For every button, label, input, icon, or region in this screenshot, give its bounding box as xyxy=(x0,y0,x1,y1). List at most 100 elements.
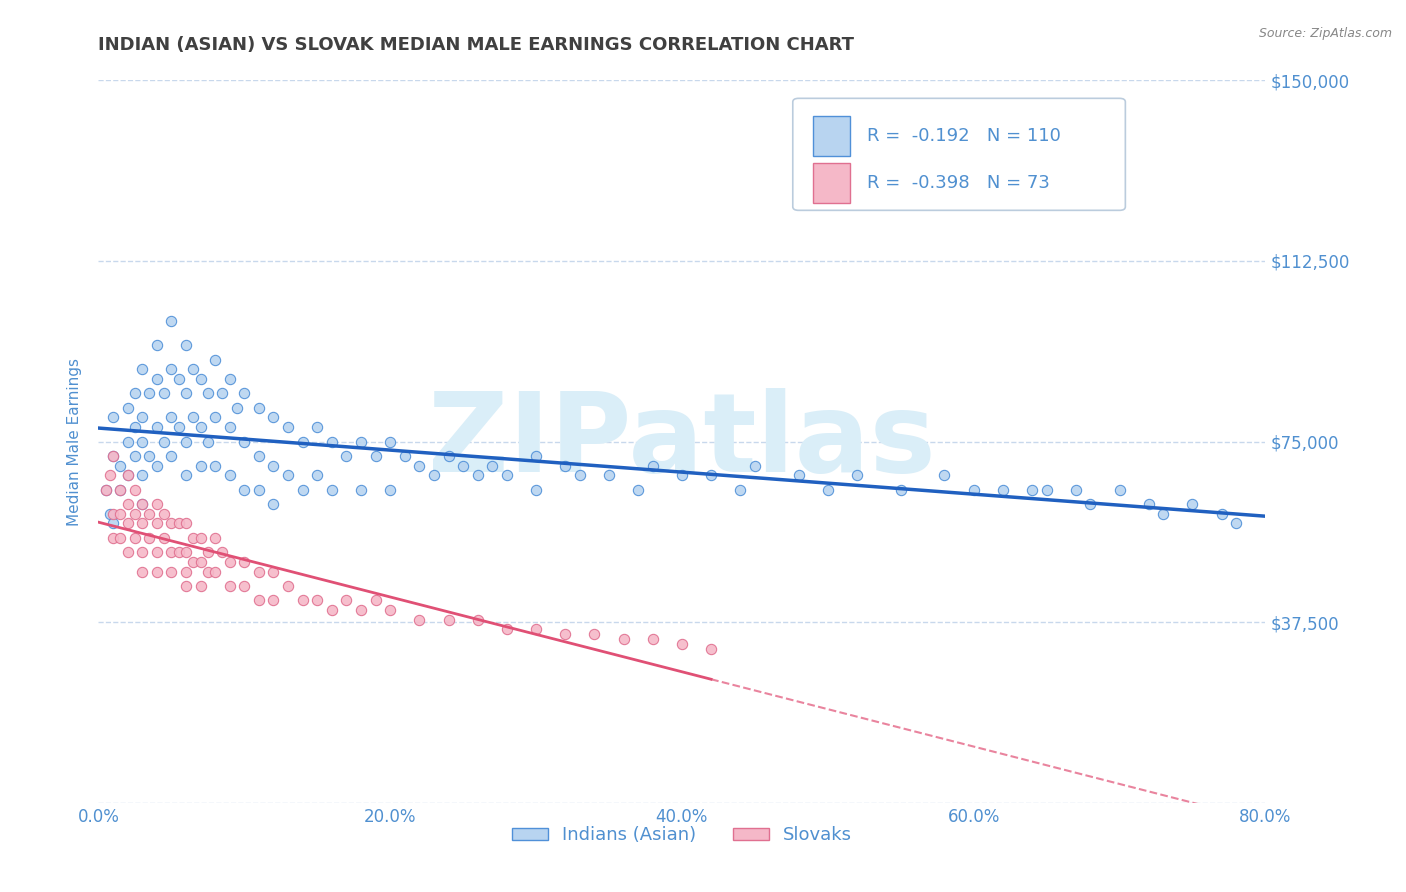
Point xyxy=(671,637,693,651)
Legend: Indians (Asian), Slovaks: Indians (Asian), Slovaks xyxy=(505,819,859,852)
Text: ZIPatlas: ZIPatlas xyxy=(427,388,936,495)
Point xyxy=(1021,483,1043,497)
Point xyxy=(307,420,329,434)
Point xyxy=(612,632,634,646)
Point xyxy=(146,497,169,511)
Point xyxy=(991,483,1014,497)
Point xyxy=(364,593,387,607)
Text: INDIAN (ASIAN) VS SLOVAK MEDIAN MALE EARNINGS CORRELATION CHART: INDIAN (ASIAN) VS SLOVAK MEDIAN MALE EAR… xyxy=(98,36,855,54)
Point xyxy=(124,449,146,463)
Point xyxy=(190,579,212,593)
Point xyxy=(335,449,357,463)
Point xyxy=(437,449,460,463)
Point xyxy=(167,516,190,531)
Point xyxy=(174,579,197,593)
Point xyxy=(481,458,503,473)
Point xyxy=(197,434,219,449)
Point xyxy=(307,468,329,483)
Point xyxy=(247,401,270,415)
Point xyxy=(131,468,153,483)
Point xyxy=(467,468,489,483)
Point xyxy=(218,468,240,483)
Point xyxy=(146,565,169,579)
Point xyxy=(181,555,204,569)
Point xyxy=(138,386,160,401)
Point xyxy=(1181,497,1204,511)
Point xyxy=(117,468,139,483)
Point xyxy=(101,449,124,463)
Point xyxy=(524,449,547,463)
Point xyxy=(160,314,183,328)
Point xyxy=(138,507,160,521)
Point xyxy=(131,545,153,559)
Point xyxy=(204,458,226,473)
Point xyxy=(671,468,693,483)
Point xyxy=(181,362,204,376)
Point xyxy=(110,483,132,497)
Point xyxy=(160,449,183,463)
Point xyxy=(146,458,169,473)
Point xyxy=(583,627,606,641)
Point xyxy=(817,483,839,497)
Point xyxy=(197,386,219,401)
Point xyxy=(380,483,402,497)
Point xyxy=(110,507,132,521)
Point xyxy=(94,483,117,497)
Point xyxy=(451,458,474,473)
Point xyxy=(408,458,430,473)
Point xyxy=(138,449,160,463)
Point xyxy=(110,531,132,545)
Point xyxy=(197,565,219,579)
Point xyxy=(153,507,176,521)
Point xyxy=(598,468,620,483)
Point xyxy=(218,579,240,593)
Point xyxy=(568,468,591,483)
FancyBboxPatch shape xyxy=(813,163,851,203)
Point xyxy=(131,516,153,531)
Point xyxy=(146,545,169,559)
Point xyxy=(247,483,270,497)
Point xyxy=(174,565,197,579)
Point xyxy=(181,410,204,425)
Point xyxy=(1152,507,1174,521)
Point xyxy=(554,458,576,473)
Point xyxy=(131,434,153,449)
Text: R =  -0.398   N = 73: R = -0.398 N = 73 xyxy=(868,174,1050,192)
Point xyxy=(554,627,576,641)
Point xyxy=(167,545,190,559)
Point xyxy=(117,434,139,449)
Point xyxy=(218,555,240,569)
Point xyxy=(641,458,664,473)
Point xyxy=(321,434,343,449)
Point xyxy=(131,497,153,511)
Point xyxy=(627,483,650,497)
FancyBboxPatch shape xyxy=(813,116,851,156)
Point xyxy=(131,410,153,425)
Point xyxy=(408,613,430,627)
Point xyxy=(423,468,446,483)
Point xyxy=(117,545,139,559)
Point xyxy=(335,593,357,607)
Point xyxy=(117,516,139,531)
Point xyxy=(1211,507,1233,521)
Point xyxy=(218,372,240,386)
Point xyxy=(247,593,270,607)
Point xyxy=(730,483,752,497)
Point xyxy=(124,386,146,401)
Point xyxy=(524,483,547,497)
Text: R =  -0.192   N = 110: R = -0.192 N = 110 xyxy=(868,127,1062,145)
Point xyxy=(890,483,912,497)
Point xyxy=(101,449,124,463)
Point xyxy=(1137,497,1160,511)
Point xyxy=(1108,483,1130,497)
Point xyxy=(190,420,212,434)
Point xyxy=(204,410,226,425)
Point xyxy=(174,338,197,352)
Point xyxy=(146,420,169,434)
Point xyxy=(94,483,117,497)
Point xyxy=(146,516,169,531)
Point xyxy=(350,434,373,449)
Point xyxy=(124,507,146,521)
Point xyxy=(167,420,190,434)
Point xyxy=(204,565,226,579)
